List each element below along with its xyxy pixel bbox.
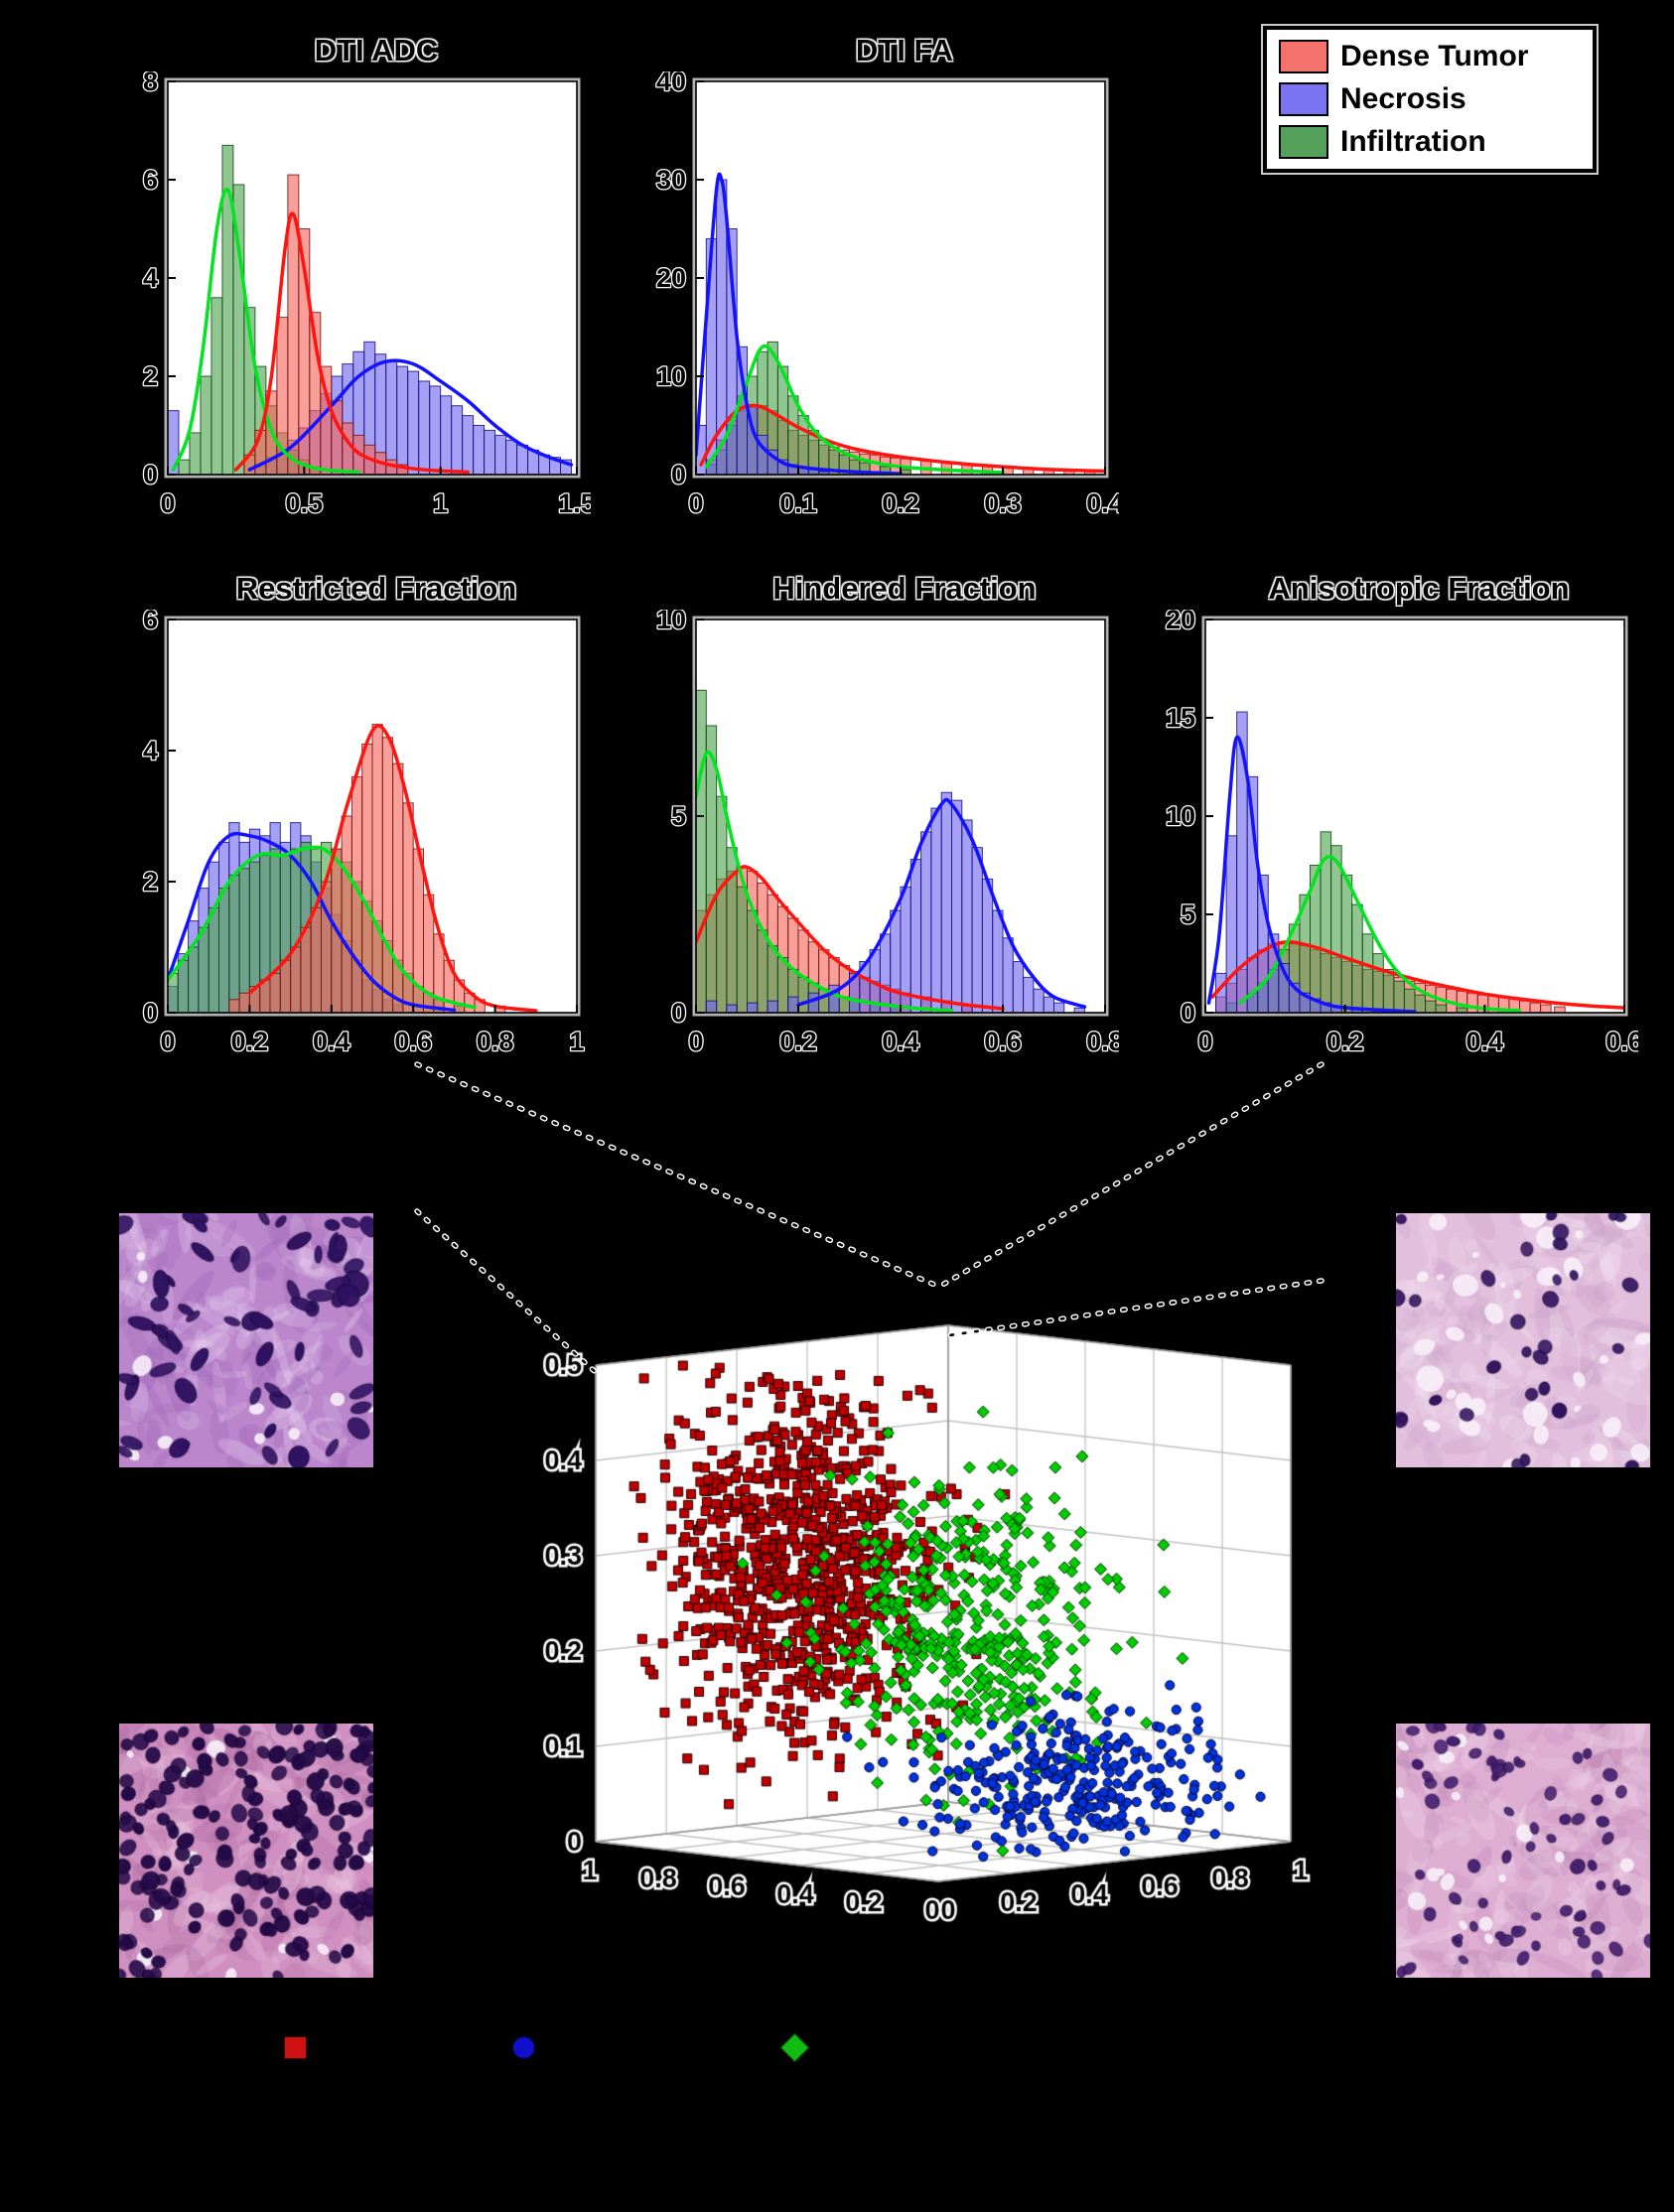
svg-text:0.2: 0.2: [231, 1027, 269, 1056]
svg-text:20: 20: [656, 263, 686, 293]
legend-swatch-necrosis: [1279, 82, 1328, 116]
svg-text:0.6: 0.6: [984, 1027, 1022, 1056]
chart-title-dti-fa: DTI FA: [855, 33, 954, 68]
legend-row-dense-tumor: Dense Tumor: [1279, 40, 1581, 73]
histology-image-bottom-right: [1396, 1724, 1650, 1978]
svg-text:5: 5: [1181, 899, 1195, 929]
panel-anisotropic-fraction: Anisotropic Fraction 0 0.2 0.4 0.6 0 5 10 15 20: [1150, 571, 1644, 1063]
svg-text:0.4: 0.4: [1466, 1027, 1504, 1056]
svg-text:0.6: 0.6: [394, 1027, 432, 1056]
legend-swatch-infiltration: [1279, 125, 1328, 159]
svg-text:0.6: 0.6: [1605, 1027, 1638, 1056]
svg-text:0: 0: [688, 488, 703, 518]
svg-text:5: 5: [671, 801, 686, 831]
svg-text:0.4: 0.4: [1086, 488, 1119, 518]
svg-text:0: 0: [160, 488, 175, 518]
svg-text:0.2: 0.2: [882, 488, 919, 518]
histology-image-top-left: [119, 1213, 373, 1467]
bottom-marker-square-icon: [284, 2036, 307, 2059]
histogram-dti-adc: 0 0.5 1 1.5 0 2 4 6 8: [142, 66, 597, 520]
svg-text:0.8: 0.8: [1086, 1027, 1119, 1056]
svg-text:8: 8: [143, 71, 158, 96]
panel-hindered-fraction: Hindered Fraction 0 0.2 0.4 0.6 0.8 0 5 10: [640, 571, 1125, 1063]
histogram-anisotropic-fraction: 0 0.2 0.4 0.6 0 5 10 15 20: [1165, 604, 1644, 1058]
legend-label-infiltration: Infiltration: [1340, 125, 1486, 158]
svg-text:15: 15: [1166, 703, 1195, 733]
svg-text:1: 1: [569, 1027, 584, 1056]
svg-text:1: 1: [433, 488, 448, 518]
svg-text:30: 30: [656, 165, 686, 195]
svg-text:40: 40: [656, 71, 686, 96]
histogram-dti-fa: 0 0.1 0.2 0.3 0.4 0 10 20 30 40: [655, 66, 1125, 520]
svg-text:20: 20: [1166, 610, 1195, 634]
svg-text:0: 0: [1181, 998, 1195, 1028]
svg-text:0.1: 0.1: [779, 488, 817, 518]
chart-title-hindered-fraction: Hindered Fraction: [772, 571, 1037, 606]
svg-text:6: 6: [143, 165, 158, 195]
panel-dti-adc: DTI ADC 0 0.5 1 1.5 0 2 4 6 8: [112, 33, 597, 525]
bottom-marker-diamond-icon: [779, 2032, 810, 2063]
svg-text:0.3: 0.3: [984, 488, 1022, 518]
svg-text:0.4: 0.4: [882, 1027, 919, 1056]
svg-text:0: 0: [143, 998, 158, 1028]
legend-label-dense-tumor: Dense Tumor: [1340, 40, 1529, 72]
histology-image-top-right: [1396, 1213, 1650, 1467]
legend-row-infiltration: Infiltration: [1279, 125, 1581, 159]
svg-text:10: 10: [656, 610, 686, 634]
svg-text:0: 0: [143, 460, 158, 489]
svg-text:0.5: 0.5: [286, 488, 324, 518]
legend-label-necrosis: Necrosis: [1340, 82, 1466, 115]
chart-title-anisotropic-fraction: Anisotropic Fraction: [1268, 571, 1570, 606]
svg-text:0: 0: [688, 1027, 703, 1056]
svg-text:0: 0: [1197, 1027, 1212, 1056]
svg-text:0.2: 0.2: [1326, 1027, 1364, 1056]
histology-image-bottom-left: [119, 1724, 373, 1978]
svg-text:0.8: 0.8: [477, 1027, 514, 1056]
bottom-marker-circle-icon: [512, 2036, 535, 2059]
svg-text:1.5: 1.5: [558, 488, 591, 518]
legend-row-necrosis: Necrosis: [1279, 82, 1581, 116]
svg-text:6: 6: [143, 610, 158, 634]
svg-text:4: 4: [143, 736, 158, 765]
svg-text:0: 0: [671, 460, 686, 489]
svg-text:4: 4: [143, 263, 158, 293]
svg-text:10: 10: [656, 361, 686, 391]
chart-title-dti-adc: DTI ADC: [314, 33, 439, 68]
panel-dti-fa: DTI FA 0 0.1 0.2 0.3 0.4 0 10 20 30 40: [640, 33, 1125, 525]
legend-swatch-dense-tumor: [1279, 40, 1328, 73]
svg-text:0.4: 0.4: [313, 1027, 350, 1056]
chart-title-restricted-fraction: Restricted Fraction: [235, 571, 517, 606]
svg-text:0: 0: [160, 1027, 175, 1056]
legend-box: Dense Tumor Necrosis Infiltration: [1263, 26, 1597, 173]
svg-text:10: 10: [1166, 801, 1195, 831]
svg-text:0.2: 0.2: [779, 1027, 817, 1056]
histogram-hindered-fraction: 0 0.2 0.4 0.6 0.8 0 5 10: [655, 604, 1125, 1058]
scatter3d-plot: [377, 1271, 1370, 1986]
svg-text:2: 2: [143, 867, 158, 897]
svg-text:2: 2: [143, 361, 158, 391]
svg-text:0: 0: [671, 998, 686, 1028]
panel-restricted-fraction: Restricted Fraction 0 0.2 0.4 0.6 0.8 1 0 2 4 6: [112, 572, 591, 1063]
histogram-restricted-fraction: 0 0.2 0.4 0.6 0.8 1 0 2 4 6: [142, 604, 586, 1058]
